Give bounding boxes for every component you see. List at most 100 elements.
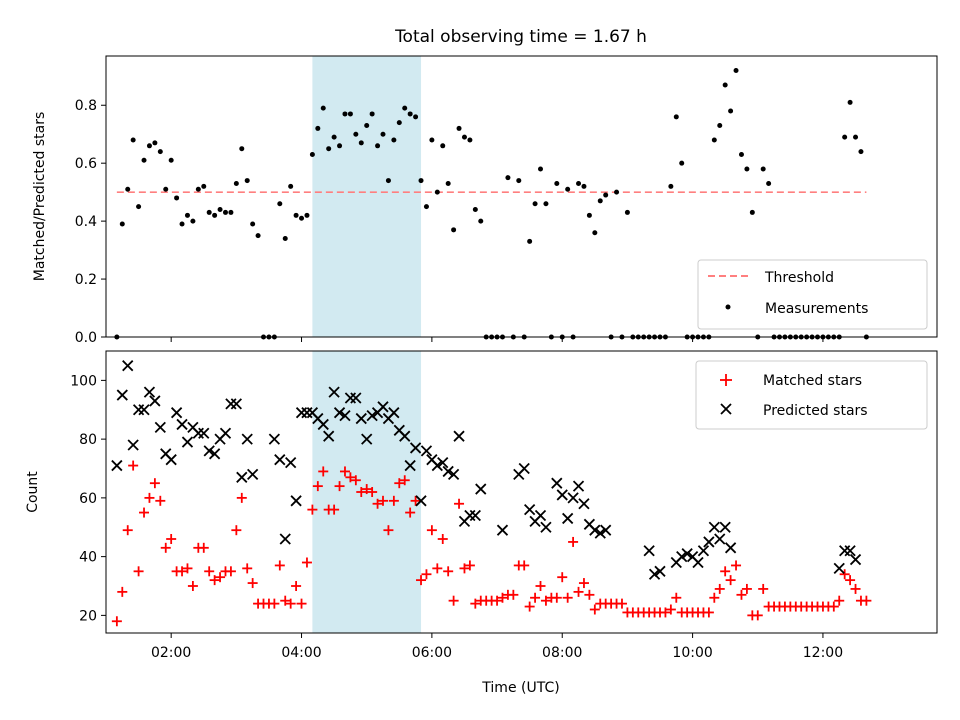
measurement-point <box>576 180 582 186</box>
matched-star-point <box>350 475 361 486</box>
predicted-star-point <box>420 445 433 457</box>
matched-star-point <box>562 592 573 603</box>
predicted-star-point <box>567 492 579 504</box>
top-x-axis-ticks <box>170 337 824 342</box>
y-tick-label: 60 <box>79 491 97 507</box>
matched-star-point <box>149 478 160 489</box>
matched-star-point <box>280 595 291 606</box>
predicted-star-point <box>409 442 422 454</box>
bottom-x-axis-ticks: 02:00 04:00 06:00 08:00 10:00 12:00 <box>151 633 843 661</box>
measurement-point <box>478 218 484 224</box>
matched-star-point <box>416 575 427 586</box>
predicted-star-point <box>138 404 150 416</box>
measurement-point <box>711 137 717 143</box>
matched-star-point <box>725 575 736 586</box>
measurement-point <box>315 125 321 131</box>
predicted-star-point <box>122 360 134 372</box>
measurement-point <box>766 180 772 186</box>
matched-star-point <box>204 566 215 577</box>
predicted-star-point <box>230 398 242 410</box>
measurement-point <box>174 195 180 201</box>
matched-star-point <box>182 563 193 574</box>
matched-star-point <box>388 495 399 506</box>
chart-title: Total observing time = 1.67 h <box>394 27 647 47</box>
measurement-point <box>136 204 142 210</box>
predicted-star-point <box>578 498 590 510</box>
matched-star-point <box>736 589 747 600</box>
measurement-point <box>195 186 201 192</box>
matched-star-point <box>334 481 345 492</box>
matched-star-point <box>160 542 171 553</box>
predicted-star-point <box>724 542 737 554</box>
matched-star-point <box>519 560 530 571</box>
measurement-point <box>304 212 310 218</box>
predicted-star-point <box>703 536 715 548</box>
matched-star-point <box>616 598 627 609</box>
measurement-point <box>293 212 299 218</box>
measurement-point <box>673 114 679 120</box>
matched-star-point <box>448 595 459 606</box>
measurement-point <box>423 204 429 210</box>
predicted-star-point <box>176 418 188 431</box>
predicted-star-point <box>323 430 335 442</box>
x-tick-label: 12:00 <box>803 645 843 661</box>
predicted-star-point <box>203 445 215 457</box>
measurement-point <box>505 175 511 181</box>
predicted-star-point <box>594 527 606 539</box>
matched-star-point <box>312 481 323 492</box>
matched-star-point <box>198 542 209 553</box>
y-tick-label: 0.0 <box>75 330 97 346</box>
measurement-point <box>451 227 457 233</box>
bottom-legend-box <box>695 360 928 430</box>
measurement-point <box>250 221 256 227</box>
predicted-star-point <box>339 409 351 422</box>
measurement-point <box>233 180 239 186</box>
matched-star-point <box>117 586 128 597</box>
predicted-star-point <box>654 565 666 577</box>
top-legend: Threshold Measurements <box>697 259 928 330</box>
measurement-point <box>413 114 419 120</box>
predicted-star-point <box>469 509 481 522</box>
measurement-point <box>858 149 864 155</box>
measurement-point <box>418 178 424 184</box>
matched-star-point <box>454 498 465 509</box>
predicted-star-point <box>496 524 509 536</box>
matched-star-point <box>834 595 845 606</box>
matched-star-point <box>508 589 519 600</box>
matched-star-point <box>497 592 508 603</box>
matched-star-point <box>215 572 226 583</box>
matched-star-point <box>405 507 416 518</box>
bottom-y-axis-label: Count <box>25 471 41 513</box>
matched-star-point <box>122 525 133 536</box>
predicted-star-point <box>415 495 427 507</box>
predicted-star-point <box>208 448 221 460</box>
predicted-star-point <box>328 386 340 398</box>
predicted-stars-series <box>111 360 862 580</box>
predicted-star-point <box>127 439 139 451</box>
matched-star-point <box>731 560 742 571</box>
predicted-star-point <box>849 553 862 566</box>
measurement-point <box>396 120 402 126</box>
measurement-point <box>581 183 587 189</box>
matched-star-point <box>247 578 258 589</box>
predicted-star-point <box>279 533 291 545</box>
matched-star-point <box>492 595 503 606</box>
matched-star-point <box>285 598 296 609</box>
matched-star-point <box>378 495 388 506</box>
predicted-star-point <box>556 489 568 501</box>
matched-star-point <box>399 475 410 486</box>
matched-star-point <box>421 569 432 580</box>
matched-star-point <box>557 572 568 583</box>
matched-star-point <box>524 601 535 612</box>
predicted-star-point <box>681 548 693 560</box>
bottom-y-axis-ticks: 20 40 60 80 100 <box>70 373 106 624</box>
predicted-star-point <box>143 386 156 398</box>
predicted-star-point <box>844 545 856 557</box>
measurement-point <box>472 207 478 213</box>
measurement-point <box>217 207 223 213</box>
matched-star-point <box>307 504 318 515</box>
predicted-star-point <box>447 468 460 481</box>
matched-star-point <box>530 592 541 603</box>
measurement-point <box>614 189 620 195</box>
